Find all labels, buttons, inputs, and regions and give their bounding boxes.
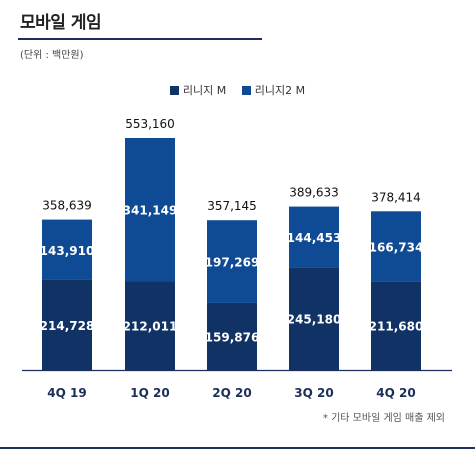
data-label-lineage-m-4q-19: 214,728 <box>40 319 95 333</box>
x-tick-label-1q-20: 1Q 20 <box>130 386 169 400</box>
total-label-3q-20: 389,633 <box>289 186 339 200</box>
footnote: * 기타 모바일 게임 매출 제외 <box>322 413 445 424</box>
data-label-lineage-m-2q-20: 159,876 <box>205 330 260 344</box>
data-label-lineage-m-3q-20: 245,180 <box>287 313 342 327</box>
data-label-lineage2-m-1q-20: 341,149 <box>123 204 178 218</box>
bar-lineage-m-4q-20 <box>371 281 421 370</box>
bar-lineage2-m-2q-20 <box>207 220 257 303</box>
bar-lineage-m-4q-19 <box>42 279 92 370</box>
bar-lineage2-m-3q-20 <box>289 206 339 268</box>
x-tick-label-4q-19: 4Q 19 <box>47 386 86 400</box>
legend-item-lineage-m: 리니지 M <box>169 82 227 98</box>
bar-lineage2-m-4q-20 <box>371 211 421 282</box>
bottom-divider <box>0 447 475 449</box>
unit-label: (단위 : 백만원) <box>20 50 84 61</box>
x-tick-label-4q-20: 4Q 20 <box>376 386 415 400</box>
data-label-lineage-m-1q-20: 212,011 <box>123 320 178 334</box>
legend-item-lineage2-m: 리니지2 M <box>241 82 306 98</box>
page-title: 모바일 게임 <box>20 13 102 33</box>
bar-lineage-m-1q-20 <box>125 281 175 370</box>
data-label-lineage2-m-2q-20: 197,269 <box>205 256 260 270</box>
legend-swatch-lineage2-m <box>241 85 251 95</box>
data-label-lineage2-m-4q-20: 166,734 <box>369 240 424 254</box>
x-tick-label-3q-20: 3Q 20 <box>294 386 333 400</box>
data-label-lineage-m-4q-20: 211,680 <box>369 320 424 334</box>
data-label-lineage2-m-3q-20: 144,453 <box>287 231 342 245</box>
total-label-1q-20: 553,160 <box>125 117 175 131</box>
total-label-4q-19: 358,639 <box>42 199 92 213</box>
bar-lineage-m-2q-20 <box>207 302 257 370</box>
chart-legend: 리니지 M 리니지2 M <box>0 82 475 98</box>
legend-swatch-lineage-m <box>169 85 179 95</box>
data-label-lineage2-m-4q-19: 143,910 <box>40 244 95 258</box>
title-underline <box>18 38 262 40</box>
bar-lineage2-m-1q-20 <box>125 138 175 282</box>
legend-label-lineage2-m: 리니지2 M <box>254 84 306 97</box>
total-label-2q-20: 357,145 <box>207 199 257 213</box>
x-tick-label-2q-20: 2Q 20 <box>212 386 251 400</box>
total-label-4q-20: 378,414 <box>371 190 421 204</box>
bar-lineage-m-3q-20 <box>289 267 339 370</box>
bar-lineage2-m-4q-19 <box>42 219 92 280</box>
legend-label-lineage-m: 리니지 M <box>182 84 227 97</box>
